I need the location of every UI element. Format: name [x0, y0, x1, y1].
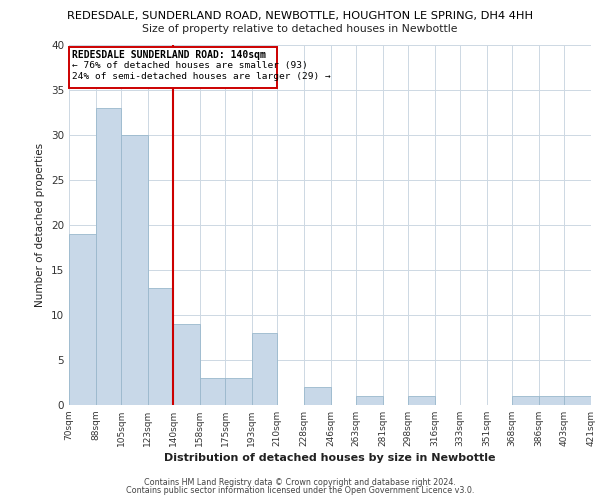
Bar: [148, 288, 173, 405]
Bar: [225, 378, 252, 405]
Bar: [564, 396, 591, 405]
Bar: [69, 234, 96, 405]
Text: ← 76% of detached houses are smaller (93): ← 76% of detached houses are smaller (93…: [72, 61, 308, 70]
Text: Contains HM Land Registry data © Crown copyright and database right 2024.: Contains HM Land Registry data © Crown c…: [144, 478, 456, 487]
Bar: [200, 378, 225, 405]
Bar: [252, 333, 277, 405]
Text: REDESDALE, SUNDERLAND ROAD, NEWBOTTLE, HOUGHTON LE SPRING, DH4 4HH: REDESDALE, SUNDERLAND ROAD, NEWBOTTLE, H…: [67, 11, 533, 21]
Bar: [356, 396, 383, 405]
Bar: [512, 396, 539, 405]
Bar: [539, 396, 564, 405]
Text: REDESDALE SUNDERLAND ROAD: 140sqm: REDESDALE SUNDERLAND ROAD: 140sqm: [72, 50, 266, 59]
X-axis label: Distribution of detached houses by size in Newbottle: Distribution of detached houses by size …: [164, 453, 496, 463]
Bar: [408, 396, 435, 405]
Bar: [173, 324, 200, 405]
Text: Size of property relative to detached houses in Newbottle: Size of property relative to detached ho…: [142, 24, 458, 34]
Text: Contains public sector information licensed under the Open Government Licence v3: Contains public sector information licen…: [126, 486, 474, 495]
Bar: [304, 387, 331, 405]
Y-axis label: Number of detached properties: Number of detached properties: [35, 143, 46, 307]
Text: 24% of semi-detached houses are larger (29) →: 24% of semi-detached houses are larger (…: [72, 72, 331, 81]
Bar: [121, 135, 148, 405]
FancyBboxPatch shape: [69, 47, 277, 88]
Bar: [96, 108, 121, 405]
